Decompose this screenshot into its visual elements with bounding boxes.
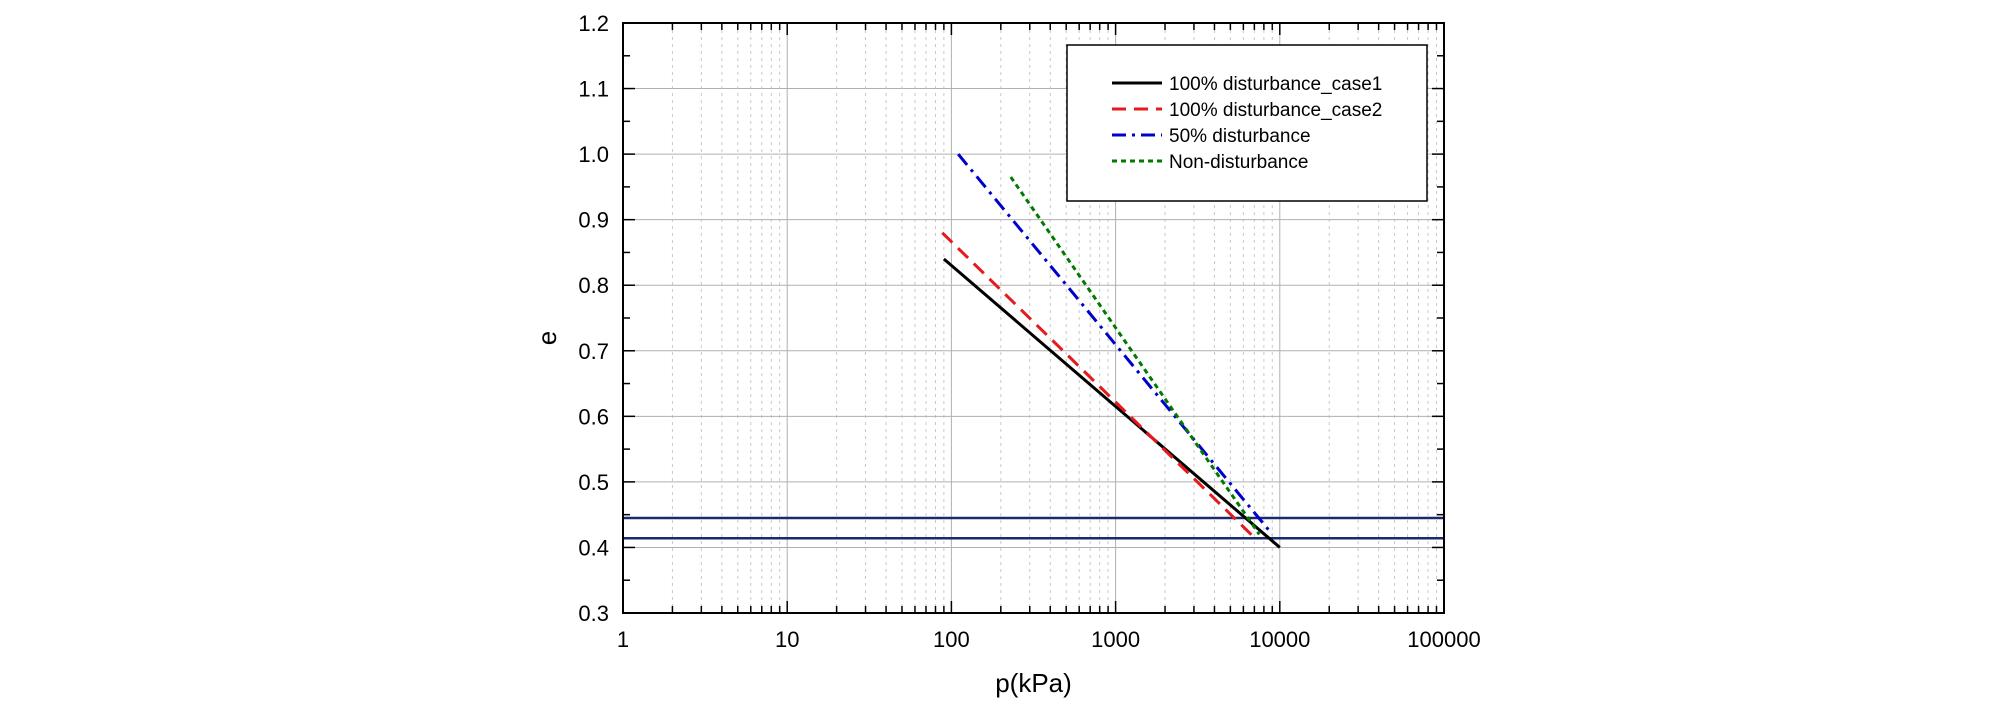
x-tick-label: 1: [617, 627, 629, 652]
legend-label: 100% disturbance_case2: [1169, 100, 1382, 121]
y-tick-label: 1.1: [578, 77, 609, 102]
x-tick-label: 10: [775, 627, 799, 652]
x-tick-label: 100000: [1407, 627, 1480, 652]
x-axis-title: p(kPa): [995, 668, 1072, 698]
y-tick-label: 1.0: [578, 142, 609, 167]
y-tick-label: 0.5: [578, 470, 609, 495]
legend-label: Non-disturbance: [1169, 152, 1308, 173]
series-line-3: [957, 153, 1274, 536]
series-lines: [941, 153, 1281, 549]
plot-frame: [622, 22, 1445, 614]
series-line-1: [942, 257, 1281, 549]
x-tick-label: 10000: [1249, 627, 1310, 652]
series-line-2: [941, 231, 1256, 539]
reference-lines: [623, 516, 1444, 540]
x-tick-label: 100: [933, 627, 970, 652]
y-tick-label: 0.7: [578, 339, 609, 364]
axes: [622, 22, 1445, 614]
legend-label: 50% disturbance: [1169, 126, 1311, 147]
y-tick-label: 1.2: [578, 11, 609, 36]
legend-label: 100% disturbance_case1: [1169, 74, 1382, 95]
legend-box: [1066, 44, 1428, 202]
legend: 100% disturbance_case1 100% disturbance_c…: [1066, 44, 1428, 202]
y-tick-label: 0.4: [578, 535, 609, 560]
grid: [623, 23, 1444, 613]
series-line-4: [1009, 176, 1261, 536]
y-tick-label: 0.3: [578, 601, 609, 626]
y-tick-label: 0.8: [578, 273, 609, 298]
x-tick-label: 1000: [1091, 627, 1140, 652]
y-axis-title: e: [532, 331, 562, 345]
y-tick-label: 0.9: [578, 208, 609, 233]
tick-labels: 0.3 0.4 0.5 0.6 0.7 0.8 0.9 1.0 1.1 1.2 1 10 100 1000…: [578, 11, 1480, 652]
y-tick-label: 0.6: [578, 404, 609, 429]
